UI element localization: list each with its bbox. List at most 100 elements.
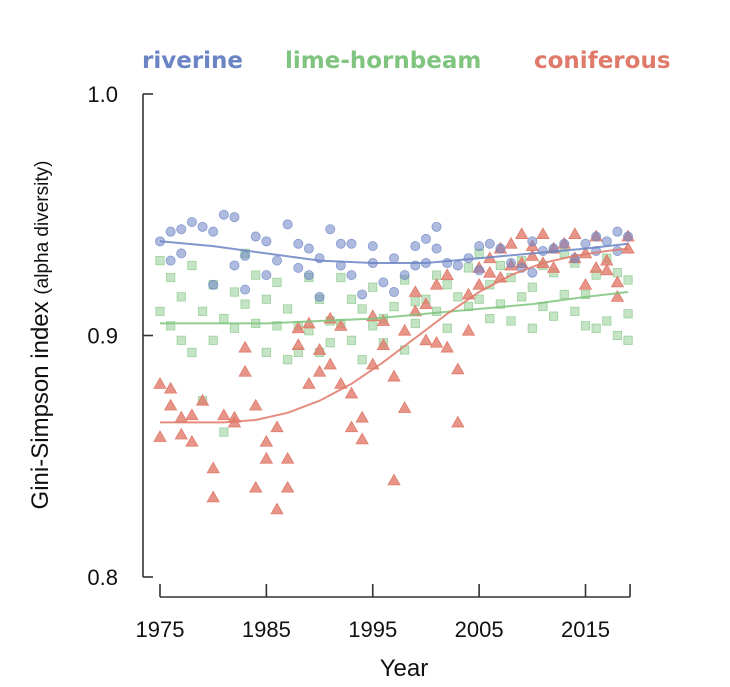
data-point-coniferous xyxy=(387,473,401,486)
data-point-coniferous xyxy=(312,364,327,377)
data-point-lime-hornbeam xyxy=(155,256,165,266)
data-point-riverine xyxy=(484,238,495,249)
data-point-riverine xyxy=(580,238,591,249)
data-point-coniferous xyxy=(312,343,327,355)
data-point-lime-hornbeam xyxy=(527,323,537,333)
data-point-coniferous xyxy=(291,338,305,351)
data-point-riverine xyxy=(293,262,304,273)
data-point-coniferous xyxy=(185,408,199,421)
data-point-coniferous xyxy=(429,277,444,290)
data-point-riverine xyxy=(325,224,336,235)
data-point-coniferous xyxy=(238,364,252,377)
data-point-coniferous xyxy=(408,285,422,297)
data-point-riverine xyxy=(537,245,548,256)
data-point-coniferous xyxy=(461,323,476,336)
y-axis: 0.8 0.9 1.0 xyxy=(87,82,153,590)
data-point-riverine xyxy=(303,270,314,281)
y-tick-label: 0.8 xyxy=(87,565,118,590)
x-tick-label: 1975 xyxy=(136,617,185,642)
series-coniferous xyxy=(153,227,635,515)
data-point-coniferous xyxy=(270,420,284,433)
data-point-coniferous xyxy=(206,490,220,503)
data-point-coniferous xyxy=(302,316,316,329)
data-point-coniferous xyxy=(419,333,433,346)
data-point-coniferous xyxy=(440,268,454,281)
data-point-coniferous xyxy=(249,480,263,493)
data-point-lime-hornbeam xyxy=(346,294,357,304)
data-point-coniferous xyxy=(259,451,274,464)
data-point-lime-hornbeam xyxy=(623,335,633,345)
data-point-riverine xyxy=(335,238,346,249)
data-point-lime-hornbeam xyxy=(272,321,282,331)
data-point-coniferous xyxy=(514,227,529,239)
data-point-riverine xyxy=(431,221,442,232)
data-point-coniferous xyxy=(451,415,465,428)
legend: riverine lime-hornbeam coniferous xyxy=(142,48,671,74)
data-point-lime-hornbeam xyxy=(612,330,623,341)
data-point-coniferous xyxy=(344,386,359,399)
data-point-lime-hornbeam xyxy=(229,287,240,297)
legend-entry-coniferous: coniferous xyxy=(534,48,671,74)
data-point-coniferous xyxy=(334,376,348,389)
data-point-lime-hornbeam xyxy=(410,318,420,329)
data-point-coniferous xyxy=(259,434,274,447)
data-point-riverine xyxy=(240,250,251,261)
data-point-lime-hornbeam xyxy=(506,316,516,326)
data-point-riverine xyxy=(389,253,400,264)
data-point-coniferous xyxy=(525,248,540,261)
data-point-riverine xyxy=(176,248,187,259)
data-point-riverine xyxy=(420,233,431,244)
data-point-coniferous xyxy=(483,265,497,278)
data-point-riverine xyxy=(474,265,485,276)
data-point-lime-hornbeam xyxy=(325,338,335,348)
data-point-lime-hornbeam xyxy=(166,321,176,331)
data-point-lime-hornbeam xyxy=(442,323,452,333)
data-point-coniferous xyxy=(376,314,391,326)
trend-line-lime-hornbeam xyxy=(160,291,629,325)
data-point-coniferous xyxy=(589,261,603,273)
data-point-coniferous xyxy=(174,427,188,440)
data-point-riverine xyxy=(389,287,400,298)
data-point-coniferous xyxy=(302,376,316,389)
data-point-lime-hornbeam xyxy=(155,306,165,316)
data-point-riverine xyxy=(346,270,357,281)
data-point-lime-hornbeam xyxy=(240,299,250,309)
data-point-riverine xyxy=(282,219,293,230)
x-tick-label: 2005 xyxy=(455,617,504,642)
data-point-riverine xyxy=(208,279,219,290)
data-point-coniferous xyxy=(163,398,178,411)
data-point-riverine xyxy=(208,226,219,237)
data-point-lime-hornbeam xyxy=(495,260,506,271)
data-point-riverine xyxy=(431,243,442,254)
data-point-lime-hornbeam xyxy=(368,321,378,331)
data-point-lime-hornbeam xyxy=(336,272,346,283)
data-point-coniferous xyxy=(610,290,625,302)
data-point-lime-hornbeam xyxy=(283,355,293,365)
data-point-lime-hornbeam xyxy=(208,335,218,345)
data-point-lime-hornbeam xyxy=(559,289,569,300)
y-axis-title: Gini-Simpson index (alpha diversity) xyxy=(27,161,54,510)
data-point-coniferous xyxy=(610,275,625,288)
data-point-coniferous xyxy=(408,304,422,317)
data-point-lime-hornbeam xyxy=(357,355,367,365)
data-point-riverine xyxy=(293,238,304,249)
data-point-coniferous xyxy=(546,261,561,273)
data-point-riverine xyxy=(559,238,570,249)
data-point-lime-hornbeam xyxy=(602,316,612,326)
data-point-coniferous xyxy=(440,340,454,353)
data-point-coniferous xyxy=(387,369,401,382)
data-point-coniferous xyxy=(376,338,391,351)
data-point-riverine xyxy=(378,277,389,288)
data-point-coniferous xyxy=(185,434,199,447)
data-point-lime-hornbeam xyxy=(197,306,208,316)
data-point-lime-hornbeam xyxy=(389,301,399,312)
data-point-lime-hornbeam xyxy=(474,294,484,304)
data-point-lime-hornbeam xyxy=(219,313,229,324)
data-point-coniferous xyxy=(621,241,635,254)
data-point-riverine xyxy=(410,241,421,252)
data-point-coniferous xyxy=(344,420,359,433)
data-point-riverine xyxy=(474,241,485,252)
data-point-riverine xyxy=(240,284,251,295)
legend-entry-riverine: riverine xyxy=(142,48,243,74)
x-axis-title: Year xyxy=(380,655,429,682)
